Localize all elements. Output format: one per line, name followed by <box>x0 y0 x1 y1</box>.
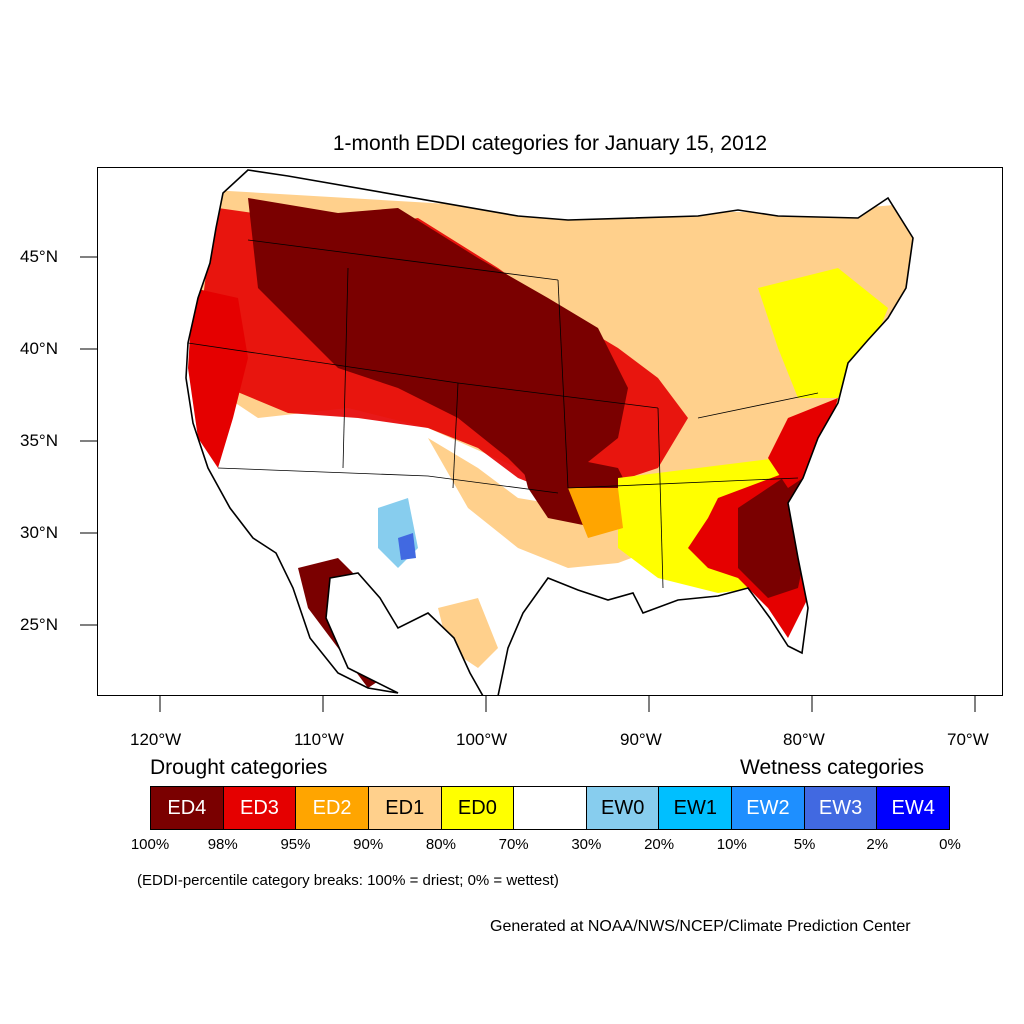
lat-label-45: 45°N <box>20 247 58 266</box>
eddi-map <box>97 167 1003 696</box>
break-label: 98% <box>207 836 238 853</box>
credit-text: Generated at NOAA/NWS/NCEP/Climate Predi… <box>490 918 911 935</box>
legend-box-ew4: EW4 <box>877 787 950 829</box>
break-label: 100% <box>130 836 170 853</box>
break-label: 70% <box>498 836 529 853</box>
break-label: 2% <box>866 836 889 853</box>
lon-label-100w: 100°W <box>456 730 508 749</box>
legend-box-neutral <box>514 787 587 829</box>
legend-box-ed1: ED1 <box>368 787 442 829</box>
break-label: 95% <box>280 836 311 853</box>
legend-box-ew1: EW1 <box>659 787 733 829</box>
wetness-categories-title: Wetness categories <box>740 756 925 779</box>
legend-box-ed2: ED2 <box>296 787 369 829</box>
axis-ticks <box>80 256 976 712</box>
legend-box-ed0: ED0 <box>441 787 515 829</box>
break-label: 90% <box>353 836 384 853</box>
lon-label-70w: 70°W <box>947 730 989 749</box>
drought-categories-title: Drought categories <box>150 756 328 779</box>
legend-box-ew2: EW2 <box>732 787 805 829</box>
lat-label-25: 25°N <box>20 615 58 634</box>
lon-label-80w: 80°W <box>783 730 825 749</box>
break-label: 5% <box>793 836 816 853</box>
break-label: 10% <box>716 836 747 853</box>
lat-label-35: 35°N <box>20 431 58 450</box>
legend-box-ed3: ED3 <box>223 787 297 829</box>
break-label: 80% <box>425 836 456 853</box>
category-note: (EDDI-percentile category breaks: 100% =… <box>137 872 559 889</box>
lon-label-120w: 120°W <box>130 730 182 749</box>
legend-box-ed4: ED4 <box>151 787 224 829</box>
lon-label-90w: 90°W <box>620 730 662 749</box>
legend-box-ew3: EW3 <box>804 787 878 829</box>
lat-label-30: 30°N <box>20 523 58 542</box>
category-legend: ED4 ED3 ED2 ED1 ED0 EW0 EW1 EW2 EW3 EW4 <box>150 786 950 830</box>
lon-label-110w: 110°W <box>294 730 344 749</box>
break-label: 30% <box>571 836 602 853</box>
break-label: 20% <box>644 836 675 853</box>
map-canvas <box>185 169 914 695</box>
lat-label-40: 40°N <box>20 339 58 358</box>
map-title: 1-month EDDI categories for January 15, … <box>332 132 768 155</box>
break-label: 0% <box>939 836 961 853</box>
legend-box-ew0: EW0 <box>586 787 660 829</box>
